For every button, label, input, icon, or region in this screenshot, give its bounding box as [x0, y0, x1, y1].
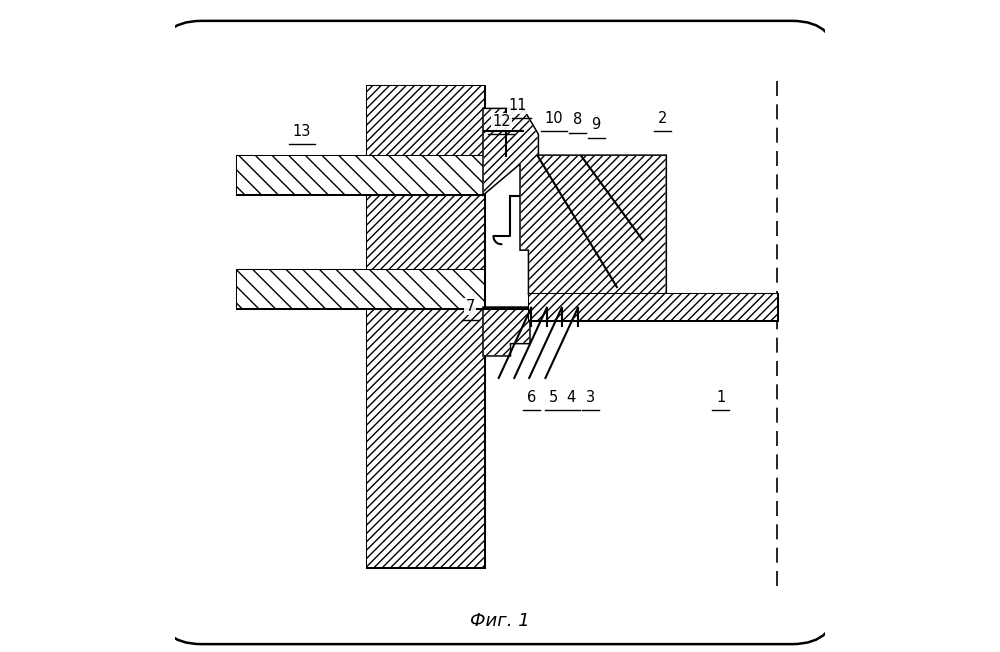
Polygon shape	[484, 109, 666, 293]
Bar	[529, 293, 777, 319]
FancyBboxPatch shape	[156, 21, 838, 644]
Text: 4: 4	[567, 390, 576, 405]
Text: 1: 1	[716, 390, 725, 405]
Bar	[367, 86, 484, 156]
Polygon shape	[484, 308, 617, 355]
Bar	[367, 308, 484, 567]
Bar	[237, 270, 484, 308]
Text: Фиг. 1: Фиг. 1	[470, 612, 530, 630]
Bar	[237, 156, 484, 194]
Text: 2: 2	[658, 111, 667, 126]
Bar	[367, 194, 484, 270]
Text: 7: 7	[465, 299, 475, 314]
Text: 3: 3	[586, 390, 595, 405]
Text: 12: 12	[492, 114, 511, 129]
Text: 5: 5	[549, 390, 559, 405]
Polygon shape	[484, 109, 666, 293]
Text: 10: 10	[545, 111, 563, 126]
Text: 6: 6	[527, 390, 536, 405]
Text: 8: 8	[573, 112, 583, 127]
Text: 13: 13	[293, 124, 311, 139]
Bar	[529, 293, 777, 319]
Text: 11: 11	[509, 98, 527, 113]
Bar	[367, 194, 484, 270]
Bar	[237, 156, 484, 194]
Bar	[367, 308, 484, 567]
Bar	[367, 86, 484, 156]
Polygon shape	[484, 308, 617, 355]
Text: 9: 9	[591, 117, 601, 132]
Bar	[237, 270, 484, 308]
